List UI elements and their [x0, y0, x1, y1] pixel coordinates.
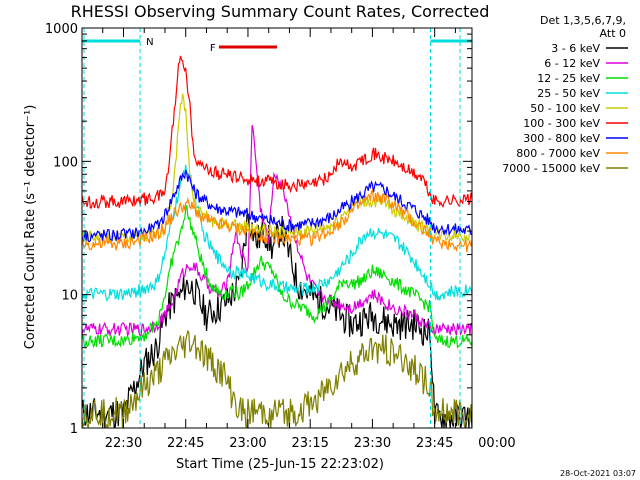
- series-path: [82, 329, 472, 428]
- annotation-label: F: [210, 43, 216, 54]
- series-path: [82, 124, 472, 338]
- series-300-800keV-line: [82, 169, 472, 244]
- legend: Det 1,3,5,6,7,9,Att 03 - 6 keV 6 - 12 keV…: [502, 14, 628, 175]
- legend-label: 25 - 50 keV: [537, 87, 600, 100]
- legend-label: 800 - 7000 keV: [516, 147, 600, 160]
- y-tick-label: 1: [70, 422, 78, 437]
- legend-label: 7000 - 15000 keV: [502, 162, 600, 175]
- legend-label: 300 - 800 keV: [523, 132, 600, 145]
- series-6-12keV-line: [82, 124, 472, 338]
- annotations-layer: NF: [82, 28, 472, 428]
- y-tick-label: 100: [53, 155, 78, 170]
- legend-label: 3 - 6 keV: [551, 42, 600, 55]
- x-tick-label: 00:00: [478, 436, 515, 451]
- legend-label: 12 - 25 keV: [537, 72, 600, 85]
- legend-label: 100 - 300 keV: [523, 117, 600, 130]
- series-path: [82, 164, 472, 303]
- y-tick-label: 1000: [45, 22, 78, 37]
- series-path: [82, 55, 472, 209]
- annotation-label: N: [146, 37, 153, 48]
- series-800-7000keV-line: [82, 188, 472, 253]
- y-axis-label: Corrected Count Rate (s⁻¹ detector⁻¹): [23, 105, 38, 350]
- series-layer: [82, 55, 472, 428]
- x-tick-label: 22:30: [105, 436, 142, 451]
- series-7000-15000keV-line: [82, 329, 472, 428]
- x-tick-label: 22:45: [167, 436, 204, 451]
- footer-date: 28-Oct-2021 03:07: [560, 469, 636, 478]
- x-tick-label: 23:30: [354, 436, 391, 451]
- legend-header: Det 1,3,5,6,7,9,: [540, 14, 626, 27]
- legend-label: 6 - 12 keV: [544, 57, 600, 70]
- y-tick-label: 10: [61, 289, 78, 304]
- x-tick-label: 23:45: [416, 436, 453, 451]
- series-100-300keV-line: [82, 55, 472, 209]
- chart-title: RHESSI Observing Summary Count Rates, Co…: [71, 2, 490, 21]
- x-axis-label: Start Time (25-Jun-15 22:23:02): [176, 457, 384, 472]
- legend-header: Att 0: [600, 27, 626, 40]
- series-path: [82, 169, 472, 244]
- x-tick-label: 23:00: [229, 436, 266, 451]
- series-12-25keV-line: [82, 205, 472, 349]
- x-tick-label: 23:15: [291, 436, 328, 451]
- plot-frame: [81, 27, 473, 429]
- axes-layer: 1 10 100 1000 22:30 22:45 23:00 23:15 23:30 23:45…: [45, 22, 516, 451]
- series-25-50keV-line: [82, 164, 472, 303]
- series-path: [82, 205, 472, 349]
- series-path: [82, 188, 472, 253]
- legend-label: 50 - 100 keV: [530, 102, 600, 115]
